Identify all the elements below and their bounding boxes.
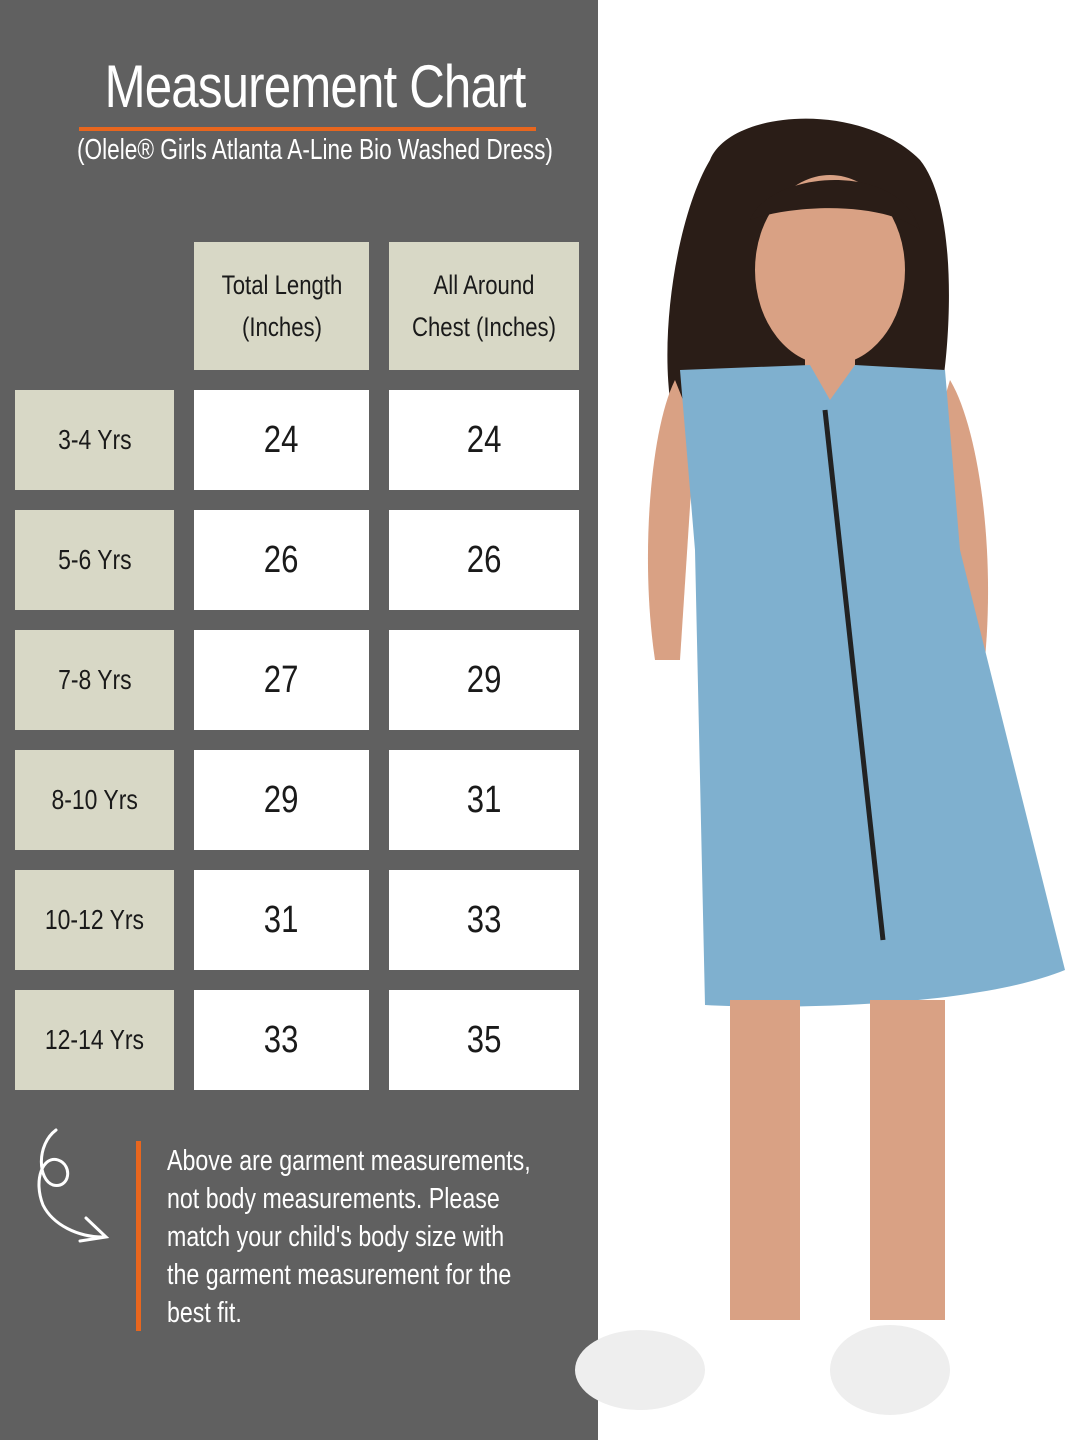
length-value-text: 26 (264, 538, 299, 581)
chest-value-text: 24 (466, 418, 502, 461)
note-accent-bar (136, 1141, 141, 1331)
title-underline (79, 127, 536, 131)
fit-note: Above are garment measurements, not body… (167, 1145, 531, 1329)
chest-value: 26 (389, 510, 579, 610)
length-value: 27 (194, 630, 369, 730)
chest-value-text: 26 (466, 538, 502, 581)
size-label: 10-12 Yrs (15, 870, 174, 970)
length-value: 33 (194, 990, 369, 1090)
chest-value-text: 33 (466, 898, 502, 941)
length-value: 26 (194, 510, 369, 610)
length-value: 31 (194, 870, 369, 970)
chest-value-text: 35 (466, 1018, 502, 1061)
length-value-text: 24 (264, 418, 299, 461)
length-value-text: 33 (264, 1018, 299, 1061)
length-value-text: 27 (264, 658, 299, 701)
curly-arrow-icon (28, 1125, 118, 1260)
size-label: 5-6 Yrs (15, 510, 174, 610)
chest-value-text: 31 (466, 778, 502, 821)
size-label-text: 12-14 Yrs (44, 1024, 145, 1055)
length-value-text: 29 (264, 778, 299, 821)
column-header-chest: All Around Chest (Inches) (389, 242, 579, 370)
product-photo (480, 100, 1080, 1440)
size-label: 7-8 Yrs (15, 630, 174, 730)
product-subtitle: (Olele® Girls Atlanta A-Line Bio Washed … (77, 134, 553, 166)
size-label-text: 8-10 Yrs (51, 784, 138, 815)
chest-value: 35 (389, 990, 579, 1090)
size-label-text: 7-8 Yrs (57, 664, 132, 695)
size-label-text: 3-4 Yrs (57, 424, 132, 455)
length-value: 29 (194, 750, 369, 850)
size-label: 3-4 Yrs (15, 390, 174, 490)
size-label: 8-10 Yrs (15, 750, 174, 850)
length-value: 24 (194, 390, 369, 490)
chest-value-text: 29 (466, 658, 502, 701)
chest-value: 31 (389, 750, 579, 850)
size-label: 12-14 Yrs (15, 990, 174, 1090)
page-title: Measurement Chart (104, 53, 527, 120)
size-label-text: 5-6 Yrs (57, 544, 132, 575)
length-value-text: 31 (264, 898, 299, 941)
chest-value: 33 (389, 870, 579, 970)
chest-value: 24 (389, 390, 579, 490)
chest-value: 29 (389, 630, 579, 730)
size-label-text: 10-12 Yrs (44, 904, 145, 935)
column-header-length: Total Length (Inches) (194, 242, 369, 370)
